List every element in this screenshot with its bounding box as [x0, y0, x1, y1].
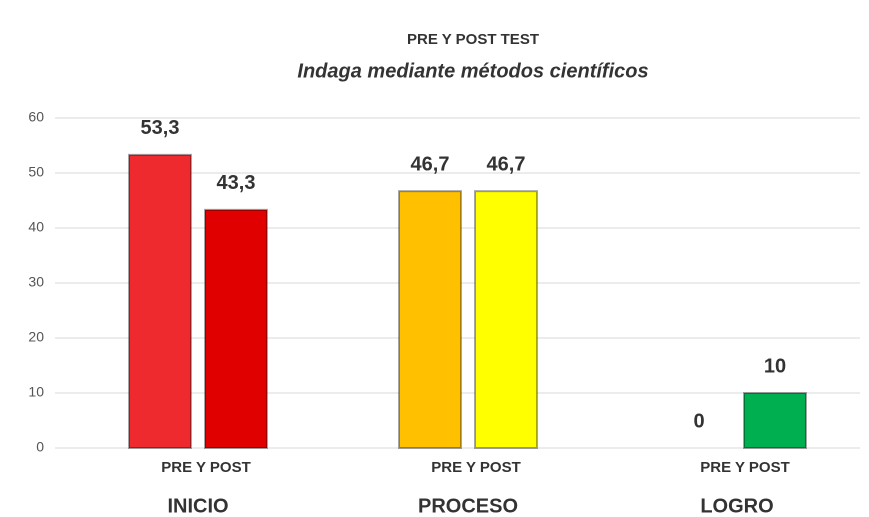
value-label: 43,3: [217, 172, 256, 194]
bar: [398, 190, 462, 449]
chart-title: PRE Y POST TEST: [407, 31, 539, 48]
chart-subtitle: Indaga mediante métodos científicos: [297, 60, 648, 82]
y-tick-label: 30: [28, 274, 44, 290]
y-tick-label: 0: [36, 439, 44, 455]
bar: [743, 392, 807, 449]
y-tick-label: 50: [28, 164, 44, 180]
group-label: PRE Y POST: [431, 459, 520, 476]
group-label: PRE Y POST: [700, 459, 789, 476]
value-label: 46,7: [487, 153, 526, 175]
bar: [474, 190, 538, 449]
x-tick-label: INICIO: [167, 495, 228, 517]
bar: [204, 208, 268, 449]
x-tick-label: PROCESO: [418, 495, 518, 517]
y-tick-label: 40: [28, 219, 44, 235]
value-label: 10: [764, 355, 786, 377]
value-label: 53,3: [141, 117, 180, 139]
value-label: 46,7: [411, 153, 450, 175]
group-label: PRE Y POST: [161, 459, 250, 476]
bar: [128, 153, 192, 449]
y-tick-label: 20: [28, 329, 44, 345]
y-tick-label: 60: [28, 109, 44, 125]
x-tick-label: LOGRO: [700, 495, 773, 517]
value-label: 0: [693, 410, 704, 432]
y-tick-label: 10: [28, 384, 44, 400]
